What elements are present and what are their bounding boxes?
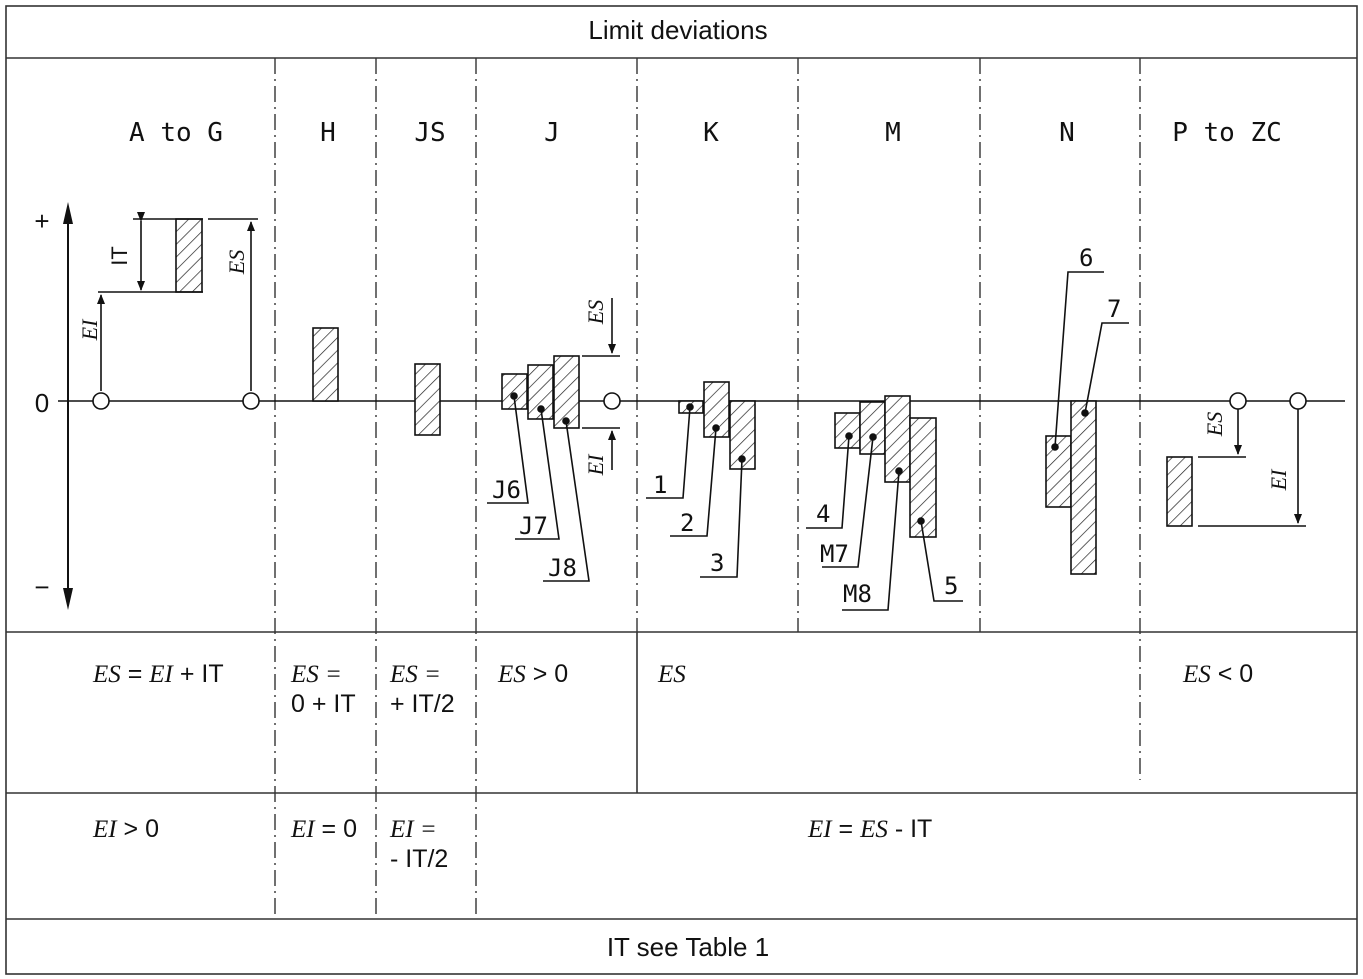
table-title: Limit deviations	[588, 15, 767, 45]
column-separators	[274, 58, 1141, 919]
tolerance-zone-h	[312, 327, 339, 402]
es-formula-p-to-zc: ES < 0	[1182, 660, 1253, 688]
axis-minus-label: −	[34, 572, 49, 602]
ei-formula-js-line1: EI =	[389, 816, 437, 843]
callout-5: 5	[944, 572, 958, 600]
es-formula-j: ES > 0	[497, 660, 568, 688]
column-header-n: N	[1059, 118, 1075, 148]
ei-formula-js-line2: - IT/2	[390, 845, 448, 873]
callout-j8: J8	[548, 554, 577, 582]
a-to-g-diagram	[92, 212, 260, 410]
p-to-zc-diagram	[1166, 392, 1307, 527]
es-formula-h-line2: 0 + IT	[291, 690, 356, 718]
tolerance-zone-a-to-g	[175, 218, 203, 293]
callout-m7: M7	[820, 540, 849, 568]
column-header-p-to-zc: P to ZC	[1172, 118, 1282, 148]
callout-7: 7	[1107, 295, 1121, 323]
es-formula-h-line1: ES =	[290, 661, 342, 688]
es-formula-js-line2: + IT/2	[390, 690, 455, 718]
callout-j7: J7	[519, 512, 548, 540]
ei-dimension-label-j: EI	[583, 453, 608, 476]
column-header-h: H	[320, 118, 336, 148]
tolerance-zone-j8	[553, 355, 580, 429]
ei-formula-h: EI = 0	[290, 815, 357, 843]
n-diagram	[1045, 271, 1129, 575]
es-formula-k: ES	[657, 661, 686, 688]
ei-formula-rest: EI = ES - IT	[807, 815, 932, 843]
tolerance-zone-n-7	[1070, 400, 1097, 575]
es-dimension-label-a-to-g: ES	[224, 250, 249, 275]
callout-m8: M8	[843, 580, 872, 608]
es-formula-a-to-g: ES = EI + IT	[92, 660, 224, 688]
tolerance-zone-js	[414, 363, 441, 436]
ei-formula-a-to-g: EI > 0	[92, 815, 159, 843]
axis-zero-label: 0	[35, 388, 49, 418]
axis-plus-label: +	[34, 206, 49, 236]
callout-6: 6	[1079, 244, 1093, 272]
it-dimension-label: IT	[107, 246, 132, 266]
column-header-m: M	[885, 118, 901, 148]
tolerance-zone-p-to-zc	[1166, 456, 1193, 527]
k-diagram	[646, 381, 756, 578]
tolerance-zone-m-4	[834, 412, 861, 449]
ei-dimension-label-a-to-g: EI	[77, 318, 102, 341]
callout-4: 4	[816, 500, 830, 528]
j-diagram	[487, 298, 621, 582]
column-header-k: K	[703, 118, 719, 148]
m-diagram	[806, 395, 963, 611]
column-header-j: J	[544, 118, 560, 148]
callout-2: 2	[680, 509, 694, 537]
callout-j6: J6	[492, 476, 521, 504]
ei-dimension-label-p-to-zc: EI	[1266, 468, 1291, 491]
callout-3: 3	[710, 549, 724, 577]
callout-1: 1	[653, 471, 667, 499]
column-header-a-to-g: A to G	[129, 118, 223, 148]
table-footer: IT see Table 1	[607, 932, 769, 962]
es-dimension-label-j: ES	[583, 300, 608, 325]
column-header-js: JS	[414, 118, 445, 148]
es-formula-js-line1: ES =	[389, 661, 441, 688]
table-frame	[5, 5, 1358, 975]
es-dimension-label-p-to-zc: ES	[1202, 412, 1227, 437]
